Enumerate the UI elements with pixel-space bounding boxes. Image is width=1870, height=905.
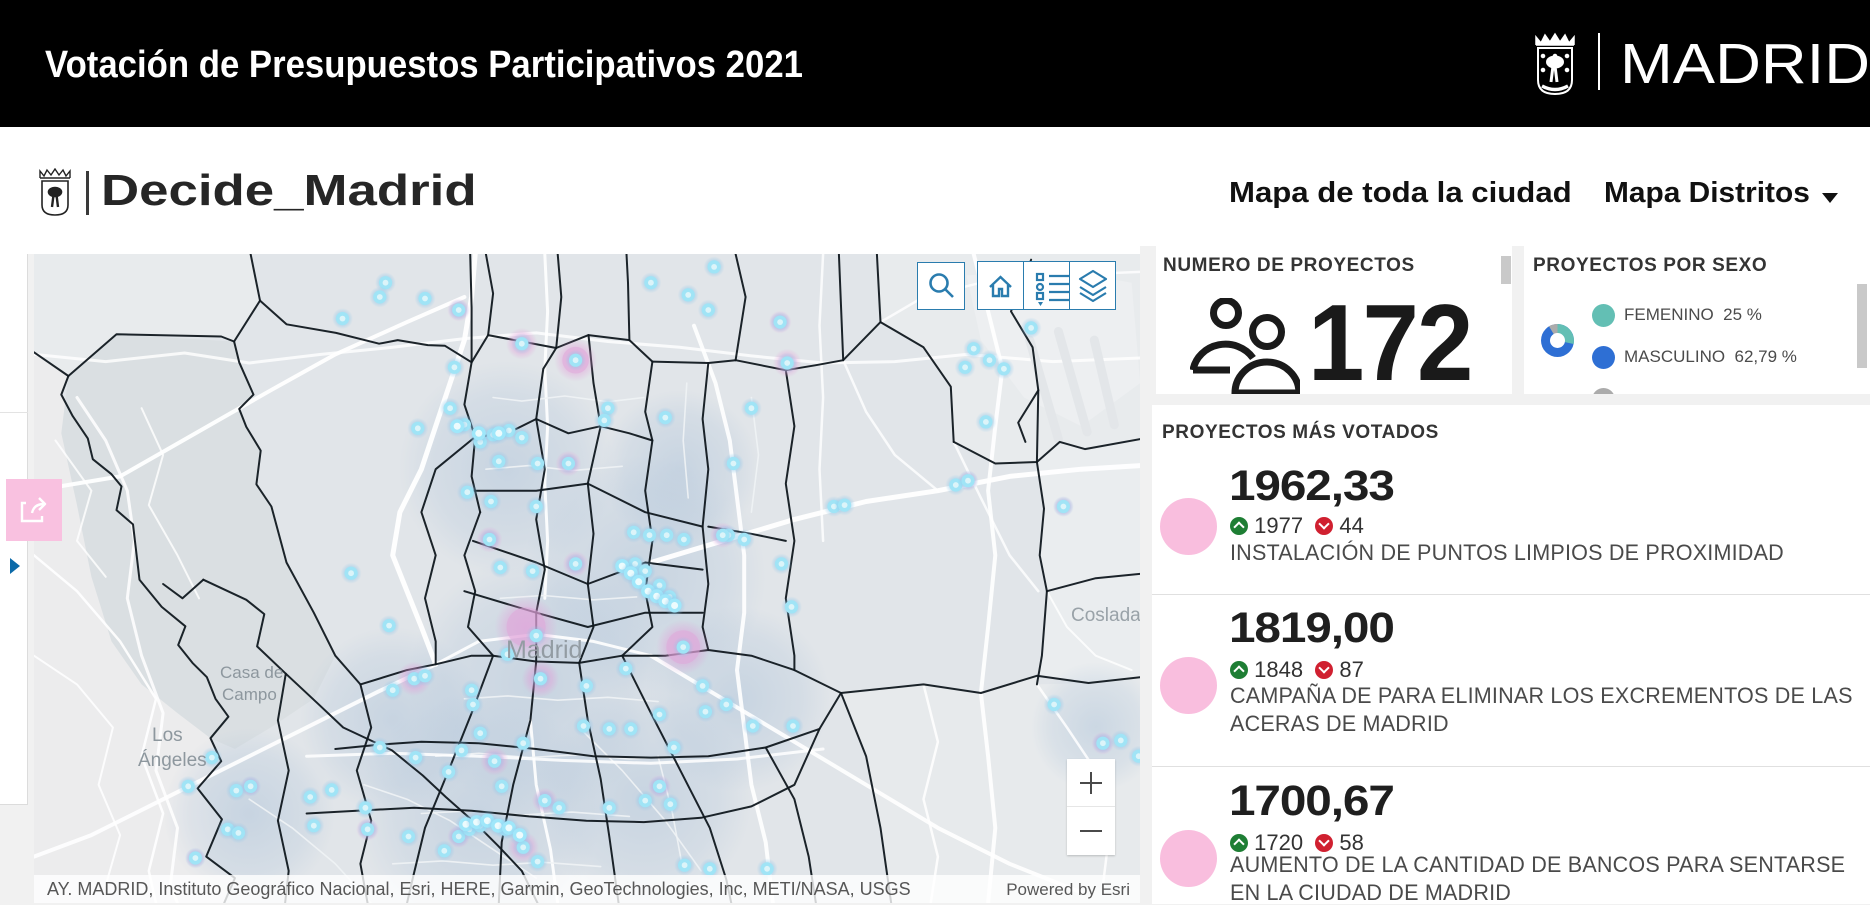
svg-text:Coslada: Coslada (1071, 605, 1140, 626)
svg-text:Madrid: Madrid (506, 636, 582, 664)
svg-text:AY. MADRID, Instituto Geográfi: AY. MADRID, Instituto Geográfico Naciona… (47, 879, 911, 899)
svg-text:MADRID: MADRID (1620, 32, 1870, 96)
svg-text:Campo: Campo (222, 685, 277, 704)
svg-text:Powered by Esri: Powered by Esri (1006, 880, 1130, 899)
svg-text:Casa de: Casa de (220, 663, 283, 682)
svg-text:Ángeles: Ángeles (138, 750, 207, 771)
svg-text:Los: Los (152, 725, 183, 746)
